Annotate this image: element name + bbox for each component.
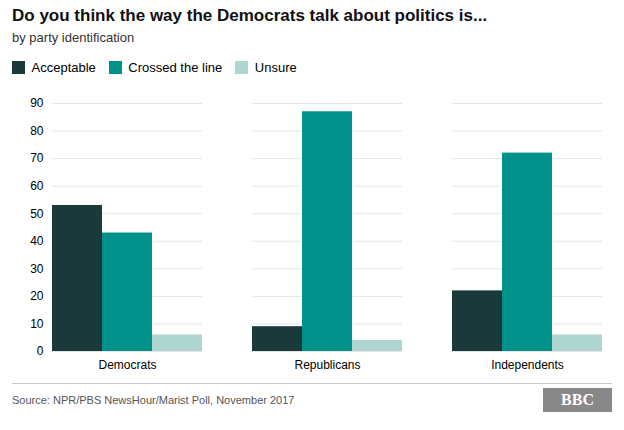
svg-text:40: 40: [30, 234, 44, 248]
svg-text:Republicans: Republicans: [294, 358, 360, 372]
html-text:Acceptable: Acceptable: [31, 60, 96, 75]
html-text:Crossed the line: Crossed the line: [128, 60, 223, 75]
html-text:by party identification: by party identification: [12, 30, 135, 45]
html-text:Do you think the way the Democ: Do you think the way the Democrats talk …: [12, 6, 488, 25]
svg-text:60: 60: [30, 179, 44, 193]
html-text:Unsure: Unsure: [254, 60, 297, 75]
svg-text:70: 70: [30, 151, 44, 165]
html-text:BBC: BBC: [561, 390, 594, 408]
svg-text:10: 10: [30, 316, 44, 330]
html-text:Source: NPR/PBS NewsHour/Maris: Source: NPR/PBS NewsHour/Marist Poll, No…: [12, 393, 295, 406]
svg-text:Democrats: Democrats: [98, 358, 156, 372]
svg-text:0: 0: [37, 344, 44, 358]
svg-text:20: 20: [30, 289, 44, 303]
svg-text:80: 80: [30, 123, 44, 137]
svg-text:Independents: Independents: [491, 358, 564, 372]
svg-text:30: 30: [30, 261, 44, 275]
svg-text:50: 50: [30, 206, 44, 220]
svg-text:90: 90: [30, 96, 44, 110]
